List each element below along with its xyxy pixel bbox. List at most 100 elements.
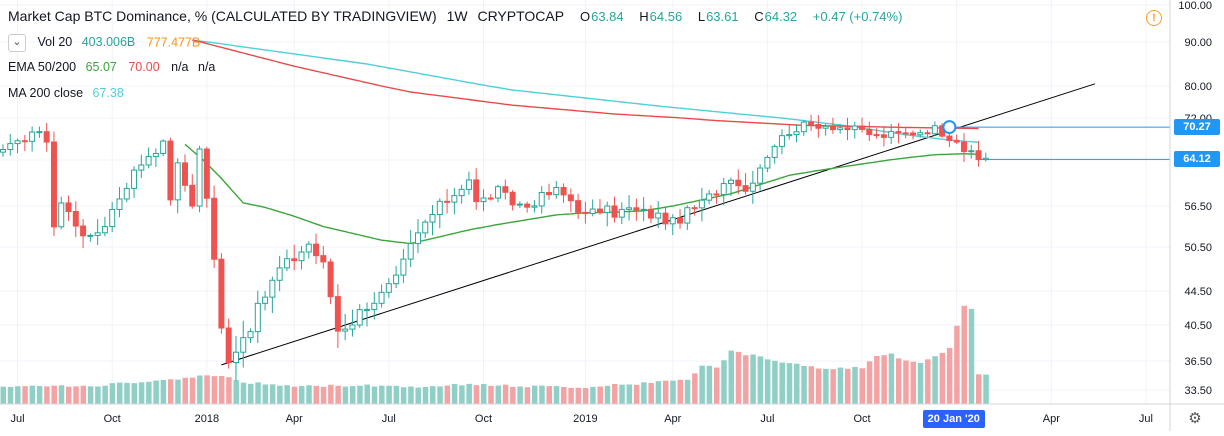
candle xyxy=(138,164,145,171)
volume-bar xyxy=(124,382,130,404)
gear-icon[interactable]: ⚙ xyxy=(1188,410,1202,427)
x-tick-label: Oct xyxy=(104,413,121,425)
candle xyxy=(931,125,938,135)
candle xyxy=(378,291,385,304)
candle xyxy=(677,217,684,224)
volume-bar xyxy=(313,385,320,404)
volume-bar xyxy=(539,385,545,404)
volume-bar xyxy=(269,384,276,404)
y-tick-label: 44.50 xyxy=(1184,286,1212,298)
y-tick-label: 56.50 xyxy=(1184,201,1212,213)
candle xyxy=(43,131,50,143)
volume-bar xyxy=(983,374,989,404)
cursor-date-tag: 20 Jan '20 xyxy=(922,410,985,428)
candle xyxy=(749,182,756,192)
candle xyxy=(495,186,502,199)
candle xyxy=(800,121,807,133)
volume-bar xyxy=(371,386,378,404)
candle xyxy=(342,328,349,332)
warning-icon[interactable]: ! xyxy=(1146,10,1162,26)
candle xyxy=(407,243,414,260)
candle xyxy=(182,162,188,186)
indicator-ma[interactable]: MA 200 close 67.38 xyxy=(8,86,124,100)
volume-bar xyxy=(866,361,873,404)
candle xyxy=(196,148,203,207)
candle xyxy=(808,121,815,125)
volume-bar xyxy=(808,366,815,404)
candle xyxy=(669,217,676,225)
y-tick-label: 33.50 xyxy=(1184,385,1212,397)
candle xyxy=(968,150,975,153)
candle xyxy=(946,135,953,141)
candle xyxy=(327,261,334,298)
volume-bar xyxy=(844,368,851,404)
volume-bar xyxy=(713,367,720,404)
volume-bar xyxy=(342,386,349,404)
price-tag-upper: 70.27 xyxy=(1174,119,1220,136)
volume-bar xyxy=(146,381,152,404)
candle xyxy=(131,169,138,189)
exchange-label: CRYPTOCAP xyxy=(477,8,565,24)
x-tick-label: Apr xyxy=(664,413,681,425)
change-value: +0.47 (+0.74%) xyxy=(812,9,903,24)
candle xyxy=(910,132,916,136)
y-tick-label: 40.50 xyxy=(1184,320,1212,332)
candle xyxy=(626,207,633,210)
candle xyxy=(560,187,567,196)
volume-bar xyxy=(29,385,36,404)
volume-bar xyxy=(400,387,407,404)
candle xyxy=(240,337,247,353)
candle xyxy=(567,194,574,202)
candle xyxy=(283,258,290,269)
volume-bar xyxy=(590,386,596,404)
candle xyxy=(662,212,669,225)
candle xyxy=(924,132,931,135)
volume-bar xyxy=(815,368,822,404)
volume-bar xyxy=(612,384,618,404)
candle xyxy=(822,125,829,129)
chevron-down-icon[interactable]: ⌄ xyxy=(8,34,26,52)
candle xyxy=(611,205,618,218)
volume-bar xyxy=(553,386,560,404)
interval-label[interactable]: 1W xyxy=(446,8,468,24)
candle xyxy=(291,258,298,262)
volume-bar xyxy=(430,386,436,404)
candle xyxy=(575,200,582,213)
candle xyxy=(960,141,967,153)
y-tick-label: 100.00 xyxy=(1178,0,1212,12)
volume-bar xyxy=(36,386,43,404)
candle xyxy=(152,152,159,157)
candle xyxy=(116,198,123,210)
volume-bar xyxy=(73,386,79,404)
candle xyxy=(276,267,283,281)
volume-bar xyxy=(298,385,305,404)
volume-bar xyxy=(44,386,50,404)
indicator-ema[interactable]: EMA 50/200 65.07 70.00 n/a n/a xyxy=(8,60,216,74)
volume-bar xyxy=(66,386,72,404)
volume-bar xyxy=(881,355,887,404)
volume-bar xyxy=(641,382,647,404)
volume-bar xyxy=(306,385,312,404)
candle xyxy=(502,186,509,193)
volume-bar xyxy=(684,379,691,404)
volume-bar xyxy=(87,386,94,404)
candle xyxy=(647,208,654,219)
candle xyxy=(793,131,800,136)
volume-bar xyxy=(357,385,363,404)
volume-bar xyxy=(917,362,924,404)
drawing-anchor-marker[interactable] xyxy=(942,120,957,135)
volume-bar xyxy=(58,385,65,404)
candle xyxy=(29,131,36,142)
candle xyxy=(713,193,720,196)
indicator-vol[interactable]: ⌄ Vol 20 403.006B 777.477B xyxy=(8,34,200,52)
candle xyxy=(698,199,705,209)
candle xyxy=(50,141,57,228)
candle xyxy=(305,243,312,253)
candle xyxy=(582,211,589,215)
candle xyxy=(109,208,116,228)
candle xyxy=(313,243,320,257)
volume-bar xyxy=(379,385,385,404)
x-tick-label: Oct xyxy=(853,413,870,425)
